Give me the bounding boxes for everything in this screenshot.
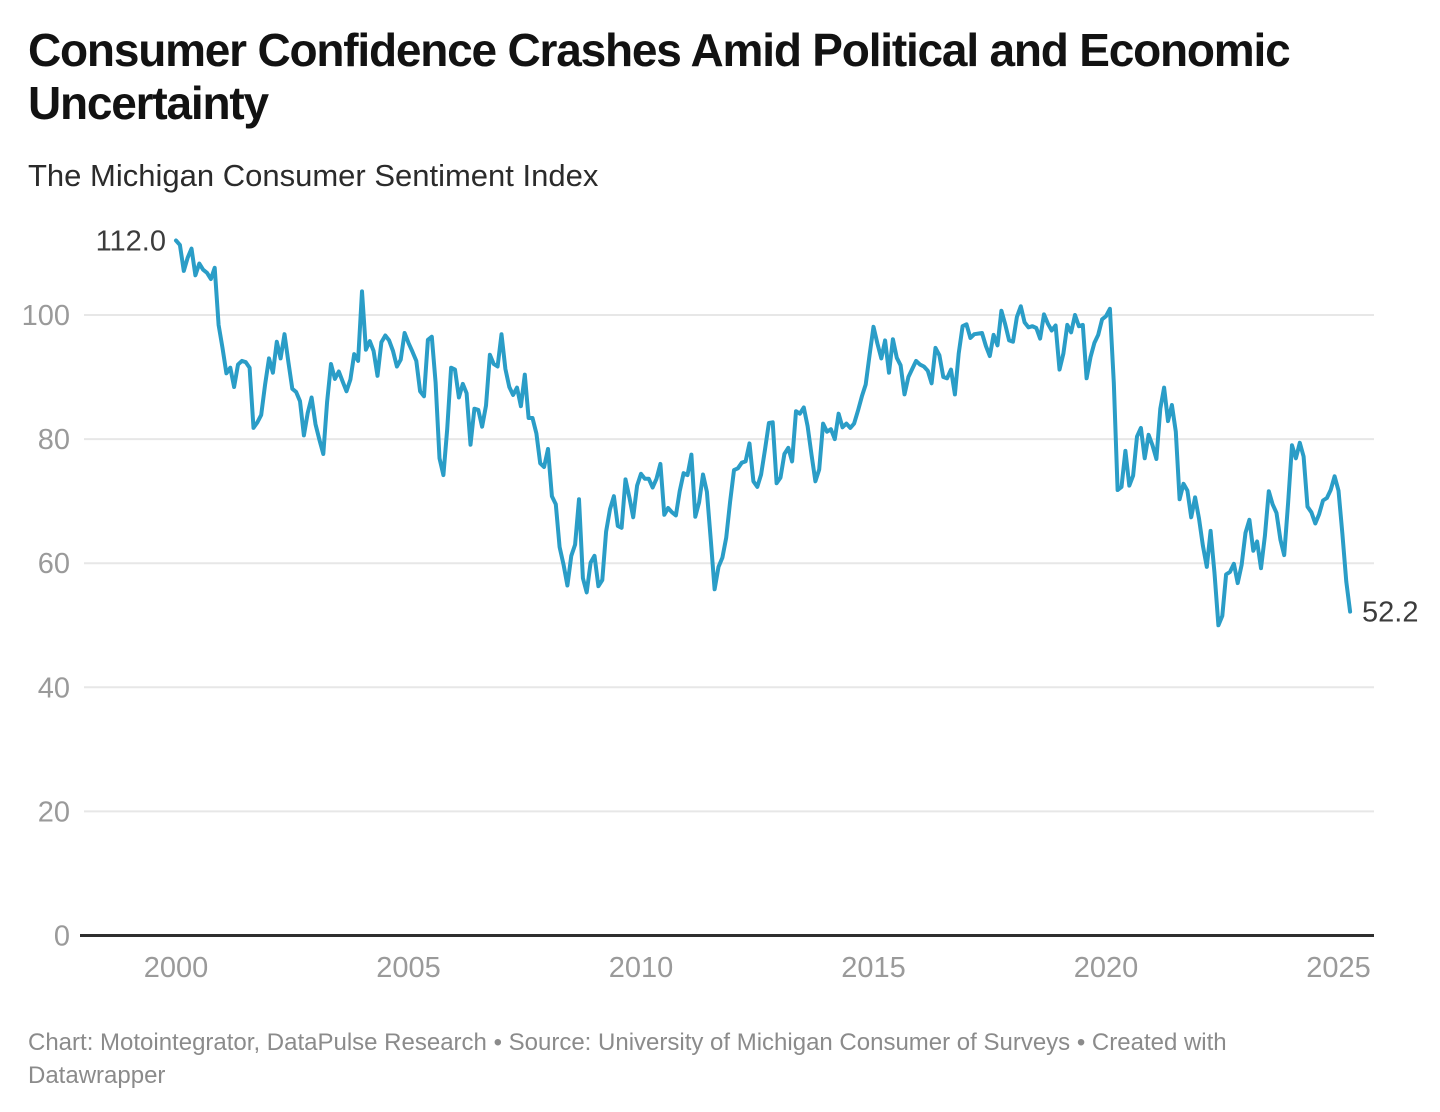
end-value-label: 52.2 xyxy=(1362,597,1418,629)
y-tick-label: 80 xyxy=(38,424,70,456)
y-tick-label: 0 xyxy=(54,921,70,953)
x-tick-label: 2015 xyxy=(841,952,906,984)
x-tick-label: 2025 xyxy=(1306,952,1371,984)
chart-subtitle: The Michigan Consumer Sentiment Index xyxy=(28,158,599,193)
y-tick-label: 20 xyxy=(38,796,70,828)
y-tick-label: 40 xyxy=(38,672,70,704)
line-chart: 0 20 40 60 80 100 2000 2005 2010 2015 2020 2025 112.… xyxy=(22,226,1419,984)
sentiment-line xyxy=(174,238,1353,628)
y-tick-label: 100 xyxy=(22,300,70,332)
x-tick-label: 2020 xyxy=(1074,952,1139,984)
chart-footer: Chart: Motointegrator, DataPulse Researc… xyxy=(28,1029,1227,1089)
start-value-label: 112.0 xyxy=(96,226,166,258)
x-tick-label: 2000 xyxy=(144,952,209,984)
y-tick-label: 60 xyxy=(38,548,70,580)
x-tick-label: 2005 xyxy=(376,952,441,984)
chart-title: Consumer Confidence Crashes Amid Politic… xyxy=(28,24,1291,129)
x-tick-label: 2010 xyxy=(609,952,674,984)
